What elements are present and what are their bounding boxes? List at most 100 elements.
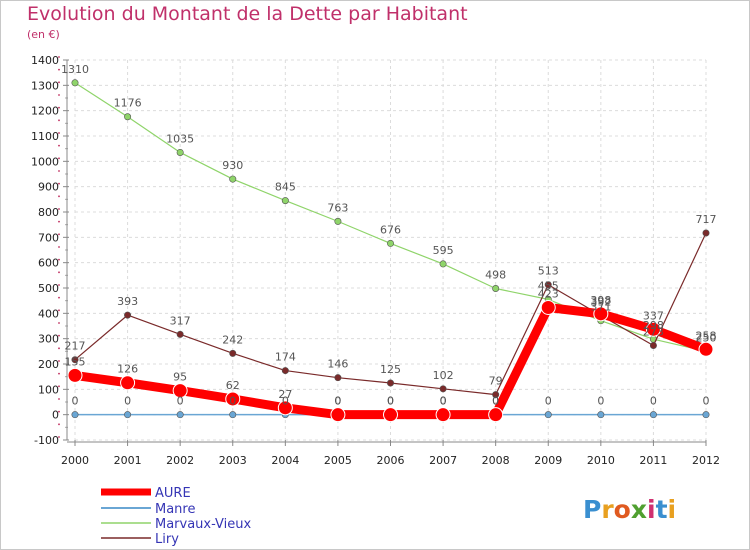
data-point-aure bbox=[225, 391, 241, 407]
data-label-marvaux-vieux: 845 bbox=[275, 181, 296, 194]
legend-label-marvaux-vieux: Marvaux-Vieux bbox=[155, 517, 252, 532]
y-axis-dot bbox=[58, 68, 60, 71]
y-axis-dot bbox=[58, 119, 60, 122]
data-label-marvaux-vieux: 1035 bbox=[166, 132, 194, 145]
data-label-marvaux-vieux: 1176 bbox=[114, 97, 142, 110]
data-point-liry bbox=[386, 379, 394, 387]
legend-label-liry: Liry bbox=[155, 532, 179, 547]
data-point-manre bbox=[702, 411, 710, 419]
y-axis-dot bbox=[58, 157, 60, 160]
y-tick-label: 1300 bbox=[31, 79, 59, 92]
data-label-manre: 0 bbox=[492, 395, 499, 408]
data-point-manre bbox=[71, 411, 79, 419]
data-point-manre bbox=[176, 411, 184, 419]
data-point-marvaux-vieux bbox=[334, 217, 342, 225]
data-point-marvaux-vieux bbox=[281, 197, 289, 205]
data-point-manre bbox=[124, 411, 132, 419]
logo-letter: i bbox=[668, 495, 677, 524]
data-point-marvaux-vieux bbox=[71, 79, 79, 87]
y-axis-dot bbox=[58, 398, 60, 400]
chart-subtitle: (en €) bbox=[27, 28, 60, 41]
y-axis-dot bbox=[58, 296, 60, 299]
data-point-aure bbox=[645, 321, 661, 337]
data-point-liry bbox=[229, 349, 237, 357]
y-tick-labels: -100 0 100 200 300 400 500 600 700 800 900 1000 1100… bbox=[31, 54, 59, 447]
data-point-marvaux-vieux bbox=[176, 148, 184, 156]
y-tick-label: 800 bbox=[38, 206, 59, 219]
x-tick-label: 2001 bbox=[114, 454, 142, 467]
data-point-liry bbox=[649, 342, 657, 350]
data-point-liry bbox=[544, 281, 552, 289]
data-point-aure bbox=[67, 367, 83, 383]
data-point-aure bbox=[120, 375, 136, 391]
data-label-aure: 0 bbox=[492, 395, 499, 408]
x-tick-label: 2008 bbox=[482, 454, 510, 467]
data-label-manre: 0 bbox=[72, 395, 79, 408]
y-axis-dot bbox=[58, 284, 60, 286]
x-tick-label: 2012 bbox=[692, 454, 720, 467]
data-label-liry: 273 bbox=[643, 326, 664, 339]
data-label-aure: 0 bbox=[440, 395, 447, 408]
data-label-marvaux-vieux: 455 bbox=[538, 279, 559, 292]
data-label-manre: 0 bbox=[229, 395, 236, 408]
data-label-liry: 79 bbox=[489, 375, 503, 388]
data-label-manre: 0 bbox=[440, 395, 447, 408]
y-axis-dot bbox=[58, 423, 60, 426]
data-label-manre: 0 bbox=[650, 395, 657, 408]
data-label-aure: 258 bbox=[696, 329, 717, 342]
data-point-aure bbox=[330, 407, 346, 423]
data-point-aure bbox=[698, 341, 714, 357]
data-label-aure: 62 bbox=[226, 379, 240, 392]
y-tick-label: 700 bbox=[38, 231, 59, 244]
data-label-marvaux-vieux: 371 bbox=[590, 301, 611, 314]
data-point-manre bbox=[649, 411, 657, 419]
y-tick-label: 500 bbox=[38, 282, 59, 295]
y-tick-label: 400 bbox=[38, 307, 59, 320]
y-axis-dot bbox=[58, 144, 60, 147]
data-label-manre: 0 bbox=[545, 395, 552, 408]
data-point-aure bbox=[435, 407, 451, 423]
data-label-liry: 217 bbox=[65, 340, 86, 353]
data-label-liry: 174 bbox=[275, 351, 296, 364]
x-tick-label: 2002 bbox=[166, 454, 194, 467]
data-point-aure bbox=[277, 400, 293, 416]
data-label-marvaux-vieux: 676 bbox=[380, 223, 401, 236]
data-label-liry: 146 bbox=[327, 358, 348, 371]
logo-letter: P bbox=[583, 495, 601, 524]
y-axis-dot bbox=[58, 372, 60, 375]
y-axis-dot bbox=[58, 195, 60, 198]
data-label-liry: 102 bbox=[433, 369, 454, 382]
data-label-manre: 0 bbox=[282, 395, 289, 408]
data-label-aure: 27 bbox=[278, 388, 292, 401]
data-label-aure: 126 bbox=[117, 363, 138, 376]
y-axis-dot bbox=[58, 410, 60, 413]
y-axis-dot bbox=[58, 233, 60, 236]
data-point-manre bbox=[597, 411, 605, 419]
data-point-marvaux-vieux bbox=[439, 260, 447, 268]
data-label-liry: 392 bbox=[590, 295, 611, 308]
data-label-marvaux-vieux: 498 bbox=[485, 269, 506, 282]
y-axis-dot bbox=[58, 360, 60, 362]
data-point-aure bbox=[540, 300, 556, 316]
data-point-manre bbox=[544, 411, 552, 419]
data-label-aure: 155 bbox=[65, 355, 86, 368]
x-tick-label: 2005 bbox=[324, 454, 352, 467]
logo-letter: i bbox=[647, 495, 656, 524]
data-label-marvaux-vieux: 1310 bbox=[61, 63, 89, 76]
y-axis-dot bbox=[58, 309, 60, 312]
x-tick-labels: 2000 2001 2002 2003 2004 2005 2006 2007 2008 2009… bbox=[61, 454, 720, 467]
x-tick-label: 2007 bbox=[429, 454, 457, 467]
data-label-marvaux-vieux: 595 bbox=[433, 244, 454, 257]
data-point-liry bbox=[176, 330, 184, 338]
y-tick-label: 200 bbox=[38, 358, 59, 371]
y-axis-dot bbox=[58, 106, 60, 109]
data-label-manre: 0 bbox=[597, 395, 604, 408]
y-axis-dot bbox=[58, 81, 60, 84]
data-point-liry bbox=[702, 229, 710, 237]
data-point-marvaux-vieux bbox=[492, 285, 500, 293]
x-tick-label: 2003 bbox=[219, 454, 247, 467]
y-axis-dot bbox=[58, 208, 60, 210]
data-point-marvaux-vieux bbox=[124, 113, 132, 121]
data-point-liry bbox=[124, 311, 132, 319]
